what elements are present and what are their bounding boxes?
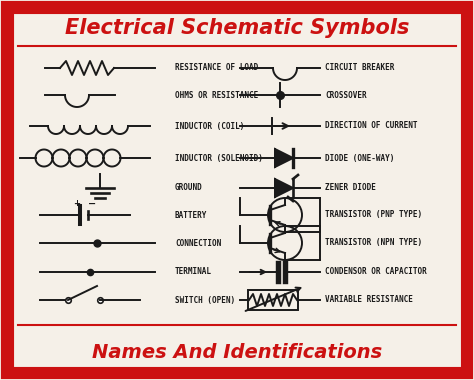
Text: TRANSISTOR (NPN TYPE): TRANSISTOR (NPN TYPE) [325, 239, 422, 247]
Text: OHMS OR RESISTANCE: OHMS OR RESISTANCE [175, 90, 258, 100]
Text: ZENER DIODE: ZENER DIODE [325, 184, 376, 193]
Text: TRANSISTOR (PNP TYPE): TRANSISTOR (PNP TYPE) [325, 211, 422, 220]
Text: CONNECTION: CONNECTION [175, 239, 221, 247]
Bar [248, 290, 298, 310]
Text: TERMINAL: TERMINAL [175, 268, 212, 277]
Text: −: − [88, 199, 96, 209]
Text: Electrical Schematic Symbols: Electrical Schematic Symbols [65, 18, 409, 38]
Text: VARIABLE RESISTANCE: VARIABLE RESISTANCE [325, 296, 413, 304]
Polygon shape [275, 179, 293, 197]
Text: DIODE (ONE-WAY): DIODE (ONE-WAY) [325, 154, 394, 163]
Text: GROUND: GROUND [175, 184, 203, 193]
Text: INDUCTOR (COIL): INDUCTOR (COIL) [175, 122, 245, 130]
Text: CONDENSOR OR CAPACITOR: CONDENSOR OR CAPACITOR [325, 268, 427, 277]
Text: CROSSOVER: CROSSOVER [325, 90, 366, 100]
Text: RESISTANCE OF LOAD: RESISTANCE OF LOAD [175, 63, 258, 73]
Text: DIRECTION OF CURRENT: DIRECTION OF CURRENT [325, 122, 418, 130]
Text: SWITCH (OPEN): SWITCH (OPEN) [175, 296, 235, 304]
Polygon shape [275, 149, 293, 167]
Text: BATTERY: BATTERY [175, 211, 207, 220]
Text: INDUCTOR (SOLENOID): INDUCTOR (SOLENOID) [175, 154, 263, 163]
Text: +: + [73, 200, 81, 209]
Text: CIRCUIT BREAKER: CIRCUIT BREAKER [325, 63, 394, 73]
Text: Names And Identifications: Names And Identifications [92, 342, 382, 361]
